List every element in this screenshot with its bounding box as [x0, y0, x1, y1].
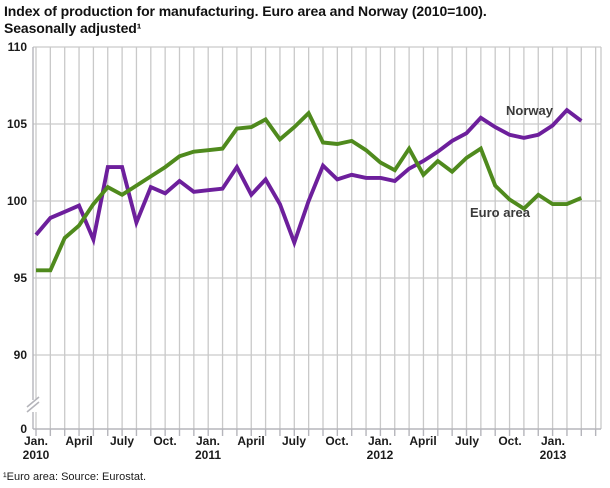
series-label-euro-area: Euro area [470, 205, 530, 220]
series-line-euro-area [36, 109, 583, 273]
y-tick-label: 0 [20, 422, 27, 436]
y-tick-label: 90 [13, 348, 27, 362]
y-tick-label: 100 [6, 194, 27, 208]
x-tick-label: Oct. [325, 434, 349, 448]
footnote: ¹Euro area: Source: Eurostat. [3, 471, 147, 483]
series-label-norway: Norway [506, 103, 553, 118]
chart-title-line2: Seasonally adjusted¹ [4, 20, 142, 36]
y-tick-label: 110 [7, 40, 27, 54]
y-tick-label: 95 [13, 271, 27, 285]
x-tick-label: Oct. [153, 434, 177, 448]
x-tick-label: Jan. 2010 [22, 434, 50, 462]
x-tick-label: July [454, 434, 479, 448]
axes [32, 47, 601, 436]
chart-title-line1: Index of production for manufacturing. E… [4, 3, 487, 19]
x-tick-label: July [109, 434, 134, 448]
x-tick-label: April [409, 434, 437, 448]
y-tick-label: 105 [6, 117, 27, 131]
x-tick-label: July [281, 434, 306, 448]
gridlines [33, 46, 602, 429]
x-tick-label: Jan. 2013 [539, 434, 567, 462]
x-tick-label: Jan. 2011 [194, 434, 222, 462]
x-tick-label: April [65, 434, 93, 448]
axis-break-icon [26, 396, 40, 413]
x-tick-label: Jan. 2012 [366, 434, 394, 462]
x-tick-label: Oct. [498, 434, 522, 448]
series-line-norway [34, 107, 583, 249]
chart-title: Index of production for manufacturing. E… [4, 3, 600, 37]
x-tick-label: April [237, 434, 265, 448]
